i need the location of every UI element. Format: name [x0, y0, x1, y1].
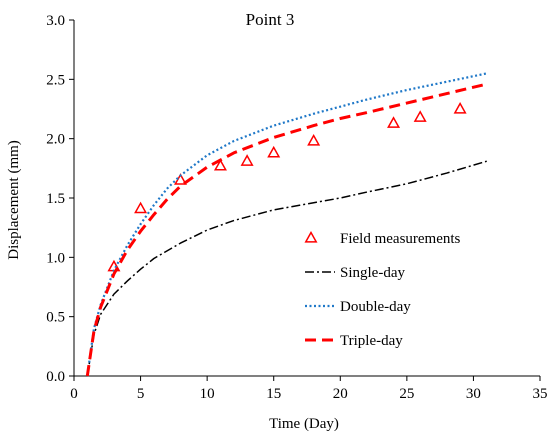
data-point — [387, 116, 401, 128]
x-tick-label: 20 — [333, 386, 348, 402]
legend-label: Double-day — [340, 299, 411, 315]
legend-item: Triple-day — [305, 333, 403, 349]
x-tick-label: 25 — [399, 386, 414, 402]
data-point — [267, 145, 281, 158]
x-tick-label: 30 — [466, 386, 481, 402]
x-tick-label: 35 — [533, 386, 548, 402]
legend-item: Field measurements — [304, 230, 461, 247]
legend-item: Double-day — [305, 299, 411, 315]
y-tick-label: 1.0 — [46, 250, 65, 266]
y-axis-label: Displacement (mm) — [6, 140, 22, 260]
series-line — [86, 72, 487, 377]
data-point — [213, 158, 227, 171]
plot-area — [85, 72, 488, 377]
data-point — [307, 134, 321, 146]
x-tick-label: 5 — [137, 386, 145, 402]
series-line — [86, 160, 487, 377]
x-axis-label: Time (Day) — [269, 416, 339, 432]
legend-label: Field measurements — [340, 231, 461, 247]
legend-label: Single-day — [340, 265, 405, 281]
x-tick-label: 10 — [200, 386, 215, 402]
y-tick-label: 3.0 — [46, 13, 65, 29]
series-double-day — [86, 72, 487, 377]
y-tick-label: 1.5 — [46, 191, 65, 207]
series-line — [85, 82, 488, 377]
x-tick-label: 0 — [70, 386, 78, 402]
data-point — [134, 201, 148, 214]
axes: 0 5 10 15 20 25 30 35 0.0 0.5 1.0 1.5 2.0 2.5 3.0 — [46, 13, 547, 402]
series-single-day — [86, 160, 487, 377]
x-tick-label: 15 — [266, 386, 281, 402]
data-point — [413, 110, 427, 122]
series-triple-day — [85, 82, 488, 377]
legend-label: Triple-day — [340, 333, 403, 349]
y-tick-label: 2.0 — [46, 132, 65, 148]
data-point — [453, 101, 467, 114]
y-tick-label: 0.5 — [46, 310, 65, 326]
legend-item: Single-day — [305, 265, 405, 281]
y-tick-label: 0.0 — [46, 369, 65, 385]
y-tick-label: 2.5 — [46, 72, 65, 88]
data-point — [240, 154, 254, 166]
legend-swatch — [304, 230, 318, 243]
chart-title: Point 3 — [246, 10, 295, 29]
legend: Field measurements Single-day Double-day Tr… — [304, 230, 461, 349]
